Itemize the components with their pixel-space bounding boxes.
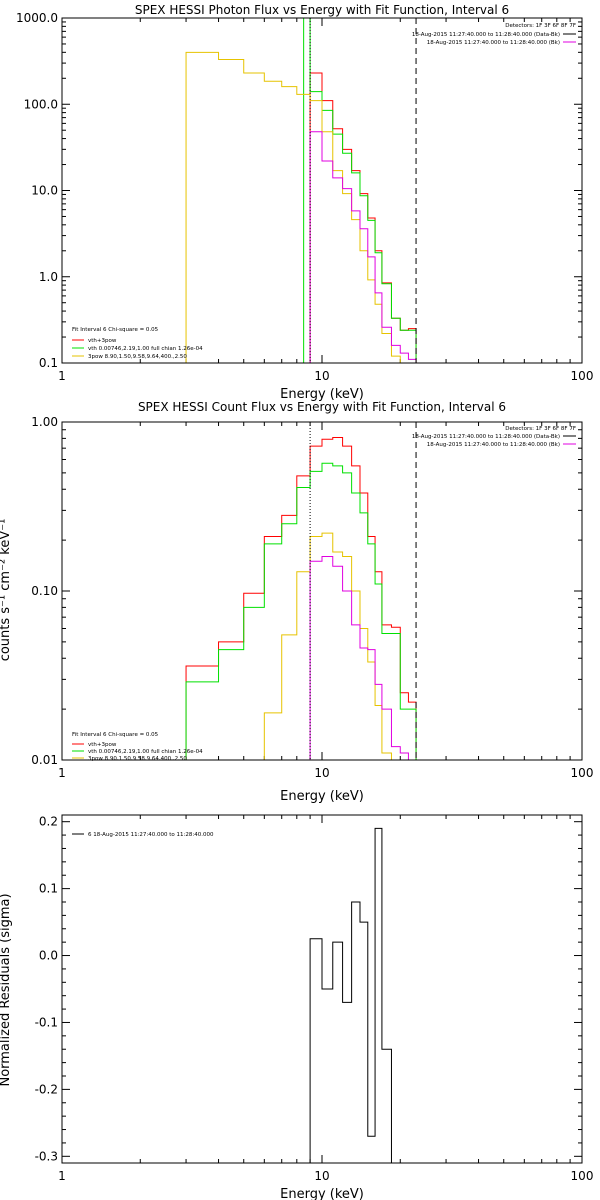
photon-legend-entry-1: vth 0.00746,2.19,1.00 full chian 1.26e-0… (88, 346, 203, 352)
photon-xtick-label: 100 (571, 369, 594, 383)
photon-ytick-label: 1000.0 (16, 11, 58, 25)
photon-info-line1: 18-Aug-2015 11:27:40.000 to 11:28:40.000… (412, 32, 560, 38)
count-chart-y-ticklabels: 1.00 0.10 0.01 (31, 415, 582, 767)
count-ytick-label: 0.01 (31, 753, 58, 767)
count-flux-chart: SPEX HESSI Count Flux vs Energy with Fit… (0, 400, 593, 804)
photon-chart-legend: Fit Interval 6 Chi-square = 0.05 vth+3po… (72, 327, 203, 360)
count-chart-x-ticklabels: 1 10 100 (58, 422, 593, 780)
count-series-yellow (263, 532, 401, 761)
count-chart-info: Detectors: 1F 3F 6F 8F 7F 18-Aug-2015 11… (412, 426, 576, 448)
photon-info-detectors: Detectors: 1F 3F 6F 8F 7F (505, 23, 576, 29)
count-ytick-label: 1.00 (31, 415, 58, 429)
count-xtick-label: 1 (58, 766, 66, 780)
count-series-green (185, 462, 417, 760)
count-chart-legend: Fit Interval 6 Chi-square = 0.05 vth+3po… (72, 732, 203, 762)
photon-chart-frame (61, 17, 583, 364)
photon-xtick-label: 10 (314, 369, 329, 383)
photon-chart-info: Detectors: 1F 3F 6F 8F 7F 18-Aug-2015 11… (412, 23, 576, 46)
count-ytick-label: 0.10 (31, 584, 58, 598)
photon-chart-series (185, 17, 417, 363)
residuals-ytick-label: -0.2 (35, 1082, 58, 1096)
photon-legend-entry-2: 3pow 8.90,1.50,9.58,9.64,400.,2.50 (88, 354, 187, 360)
count-legend-entry-0: vth+3pow (88, 742, 117, 748)
count-legend-entry-2: 3pow 8.90,1.50,9.58,9.64,400.,2.50 (88, 756, 187, 762)
residuals-ytick-label: -0.1 (35, 1015, 58, 1029)
photon-flux-chart: SPEX HESSI Photon Flux vs Energy with Fi… (16, 3, 593, 402)
photon-xtick-label: 1 (58, 369, 66, 383)
residuals-chart-y-ticklabels: 0.2 0.1 0.0 -0.1 -0.2 -0.3 (35, 815, 582, 1163)
residuals-ytick-label: 0.1 (39, 882, 58, 896)
count-xtick-label: 10 (314, 766, 329, 780)
residuals-ytick-label: 0.0 (39, 949, 58, 963)
photon-chart-x-ticklabels: 1 10 100 (58, 18, 593, 383)
photon-ytick-label: 1.0 (39, 270, 58, 284)
residuals-chart-legend: 6 18-Aug-2015 11:27:40.000 to 11:28:40.0… (72, 832, 214, 838)
residuals-chart-xlabel: Energy (keV) (280, 1187, 364, 1200)
residuals-legend-entry-0: 6 18-Aug-2015 11:27:40.000 to 11:28:40.0… (88, 832, 214, 838)
count-info-line2: 18-Aug-2015 11:27:40.000 to 11:28:40.000… (427, 442, 560, 448)
photon-series-yellow (185, 51, 401, 363)
residuals-chart-x-ticklabels: 1 10 100 (58, 815, 593, 1183)
residuals-chart-ylabel: Normalized Residuals (sigma) (0, 893, 13, 1086)
residuals-chart-series (309, 827, 392, 1163)
residuals-chart: Energy (keV) Normalized Residuals (sigma… (0, 814, 593, 1200)
residuals-series-black (309, 827, 392, 1163)
photon-ytick-label: 0.1 (39, 356, 58, 370)
photon-chart-title: SPEX HESSI Photon Flux vs Energy with Fi… (135, 3, 509, 17)
photon-series-magenta (309, 131, 417, 363)
count-info-line1: 18-Aug-2015 11:27:40.000 to 11:28:40.000… (412, 434, 560, 440)
residuals-xtick-label: 100 (571, 1169, 594, 1183)
photon-ytick-label: 100.0 (24, 97, 58, 111)
count-legend-header: Fit Interval 6 Chi-square = 0.05 (72, 732, 159, 738)
count-chart-frame (61, 421, 583, 761)
count-chart-series (185, 422, 417, 761)
residuals-xtick-label: 1 (58, 1169, 66, 1183)
residuals-chart-frame (61, 814, 583, 1164)
photon-chart-xlabel: Energy (keV) (280, 387, 364, 402)
photon-ytick-label: 10.0 (31, 184, 58, 198)
residuals-ytick-label: -0.3 (35, 1149, 58, 1163)
residuals-ytick-label: 0.2 (39, 815, 58, 829)
count-xtick-label: 100 (571, 766, 594, 780)
count-chart-ylabel: counts s⁻¹ cm⁻² keV⁻¹ (0, 519, 13, 662)
count-series-magenta (309, 556, 417, 761)
photon-legend-header: Fit Interval 6 Chi-square = 0.05 (72, 327, 159, 333)
photon-series-green (303, 17, 417, 363)
count-chart-xlabel: Energy (keV) (280, 789, 364, 804)
count-chart-title: SPEX HESSI Count Flux vs Energy with Fit… (138, 400, 506, 414)
count-info-detectors: Detectors: 1F 3F 6F 8F 7F (505, 426, 576, 432)
count-legend-entry-1: vth 0.00746,2.19,1.00 full chian 1.26e-0… (88, 749, 203, 755)
residuals-xtick-label: 10 (314, 1169, 329, 1183)
photon-chart-y-ticklabels: 1000.0 100.0 10.0 1.0 0.1 (16, 11, 582, 370)
photon-legend-entry-0: vth+3pow (88, 338, 117, 344)
photon-info-line2: 18-Aug-2015 11:27:40.000 to 11:28:40.000… (427, 40, 560, 46)
